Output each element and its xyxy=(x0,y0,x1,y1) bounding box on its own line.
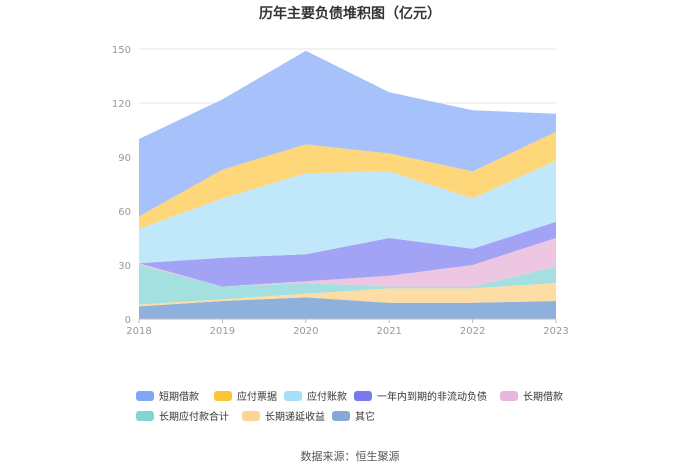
area-series xyxy=(139,283,556,307)
legend-item[interactable]: 长期应付款合计 xyxy=(136,408,229,423)
y-tick-label: 0 xyxy=(125,315,131,326)
area-series xyxy=(139,131,556,229)
legend-swatch xyxy=(214,390,232,401)
legend-swatch xyxy=(242,410,260,421)
y-axis: 0 30 60 90 120 150 xyxy=(112,45,131,326)
y-tick-label: 30 xyxy=(118,261,131,272)
legend-swatch xyxy=(354,390,372,401)
area-series xyxy=(139,160,556,264)
legend-label: 其它 xyxy=(355,412,375,423)
chart-title: 历年主要负债堆积图（亿元） xyxy=(259,5,441,22)
legend-swatch xyxy=(500,390,518,401)
area-series xyxy=(139,50,556,217)
x-tick-label: 2022 xyxy=(460,326,485,337)
legend-label: 长期应付款合计 xyxy=(159,412,229,423)
legend-item[interactable]: 一年内到期的非流动负债 xyxy=(354,388,487,403)
data-source-note: 数据来源：恒生聚源 xyxy=(301,449,400,463)
x-tick-label: 2020 xyxy=(293,326,318,337)
x-tick-label: 2019 xyxy=(210,326,235,337)
legend-label: 短期借款 xyxy=(159,392,199,403)
legend-swatch xyxy=(284,390,302,401)
y-tick-label: 150 xyxy=(112,45,131,56)
legend-label: 长期借款 xyxy=(523,392,563,403)
legend-label: 一年内到期的非流动负债 xyxy=(377,392,487,403)
legend-item[interactable]: 应付账款 xyxy=(284,388,347,403)
y-tick-label: 90 xyxy=(118,153,131,164)
x-tick-label: 2023 xyxy=(543,326,568,337)
x-axis: 2018 2019 2020 2021 2022 2023 xyxy=(126,318,569,337)
legend-swatch xyxy=(332,410,350,421)
legend-label: 长期递延收益 xyxy=(265,412,325,423)
legend-swatch xyxy=(136,410,154,421)
legend-item[interactable]: 短期借款 xyxy=(136,388,199,403)
area-series xyxy=(139,238,556,287)
stacked-areas xyxy=(139,50,556,319)
legend-label: 应付票据 xyxy=(237,392,277,403)
y-tick-label: 60 xyxy=(118,207,131,218)
x-tick-label: 2018 xyxy=(126,326,151,337)
legend-item[interactable]: 长期借款 xyxy=(500,388,563,403)
legend-item[interactable]: 长期递延收益 xyxy=(242,408,325,423)
legend-swatch xyxy=(136,390,154,401)
y-tick-label: 120 xyxy=(112,99,131,110)
legend-item[interactable]: 应付票据 xyxy=(214,388,277,403)
x-tick-label: 2021 xyxy=(376,326,401,337)
legend-label: 应付账款 xyxy=(307,392,347,403)
area-series xyxy=(139,265,556,305)
area-series xyxy=(139,221,556,287)
legend-item[interactable]: 其它 xyxy=(332,408,375,423)
